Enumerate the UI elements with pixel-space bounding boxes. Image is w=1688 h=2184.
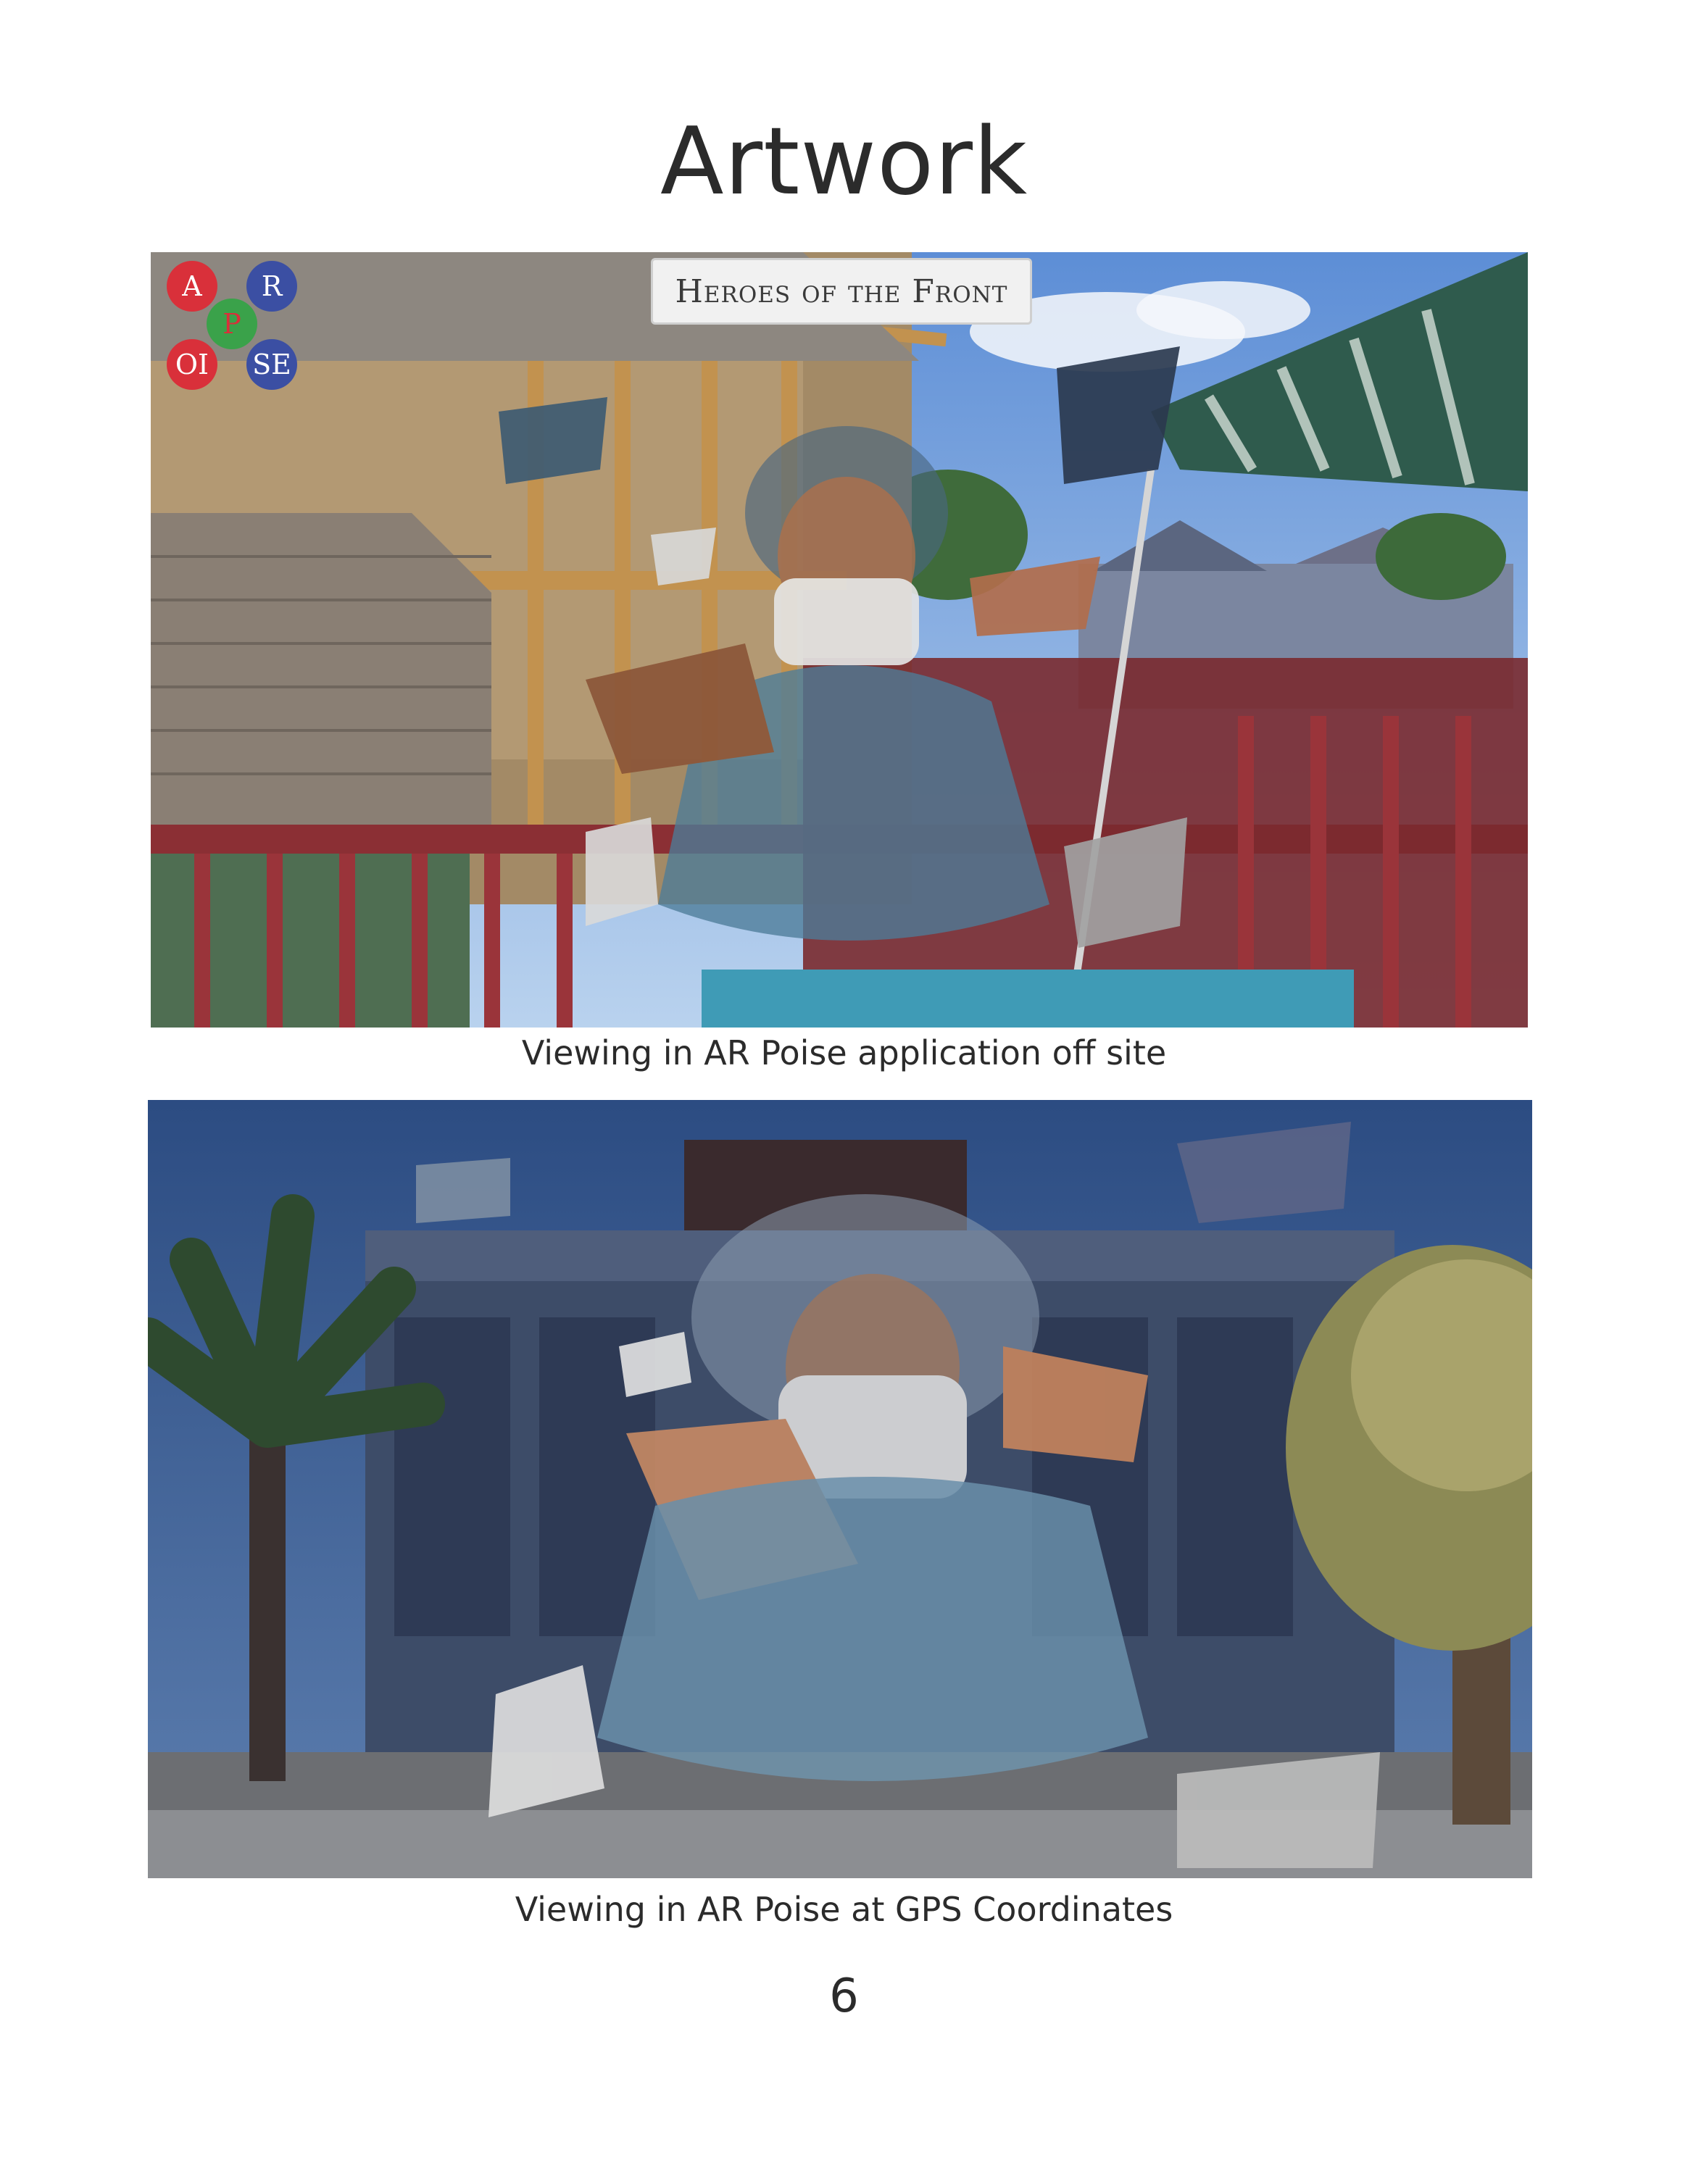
gps-scene <box>148 1100 1532 1878</box>
artwork-photo-off-site: A R P OI SE Heroes of the Front <box>151 252 1528 1028</box>
caption-gps: Viewing in AR Poise at GPS Coordinates <box>515 1890 1173 1929</box>
logo-circle-p: P <box>207 299 257 349</box>
logo-circle-a: A <box>167 261 217 312</box>
logo-circle-se: SE <box>246 339 297 390</box>
logo-circle-r: R <box>246 261 297 312</box>
artwork-photo-gps <box>148 1100 1532 1878</box>
artwork-title-banner: Heroes of the Front <box>651 258 1032 325</box>
page-number: 6 <box>829 1970 859 2023</box>
off-site-scene <box>151 252 1528 1028</box>
logo-circle-oi: OI <box>167 339 217 390</box>
page-title: Artwork <box>660 108 1028 216</box>
ar-poise-logo: A R P OI SE <box>167 261 312 399</box>
caption-off-site: Viewing in AR Poise application off site <box>521 1033 1167 1072</box>
